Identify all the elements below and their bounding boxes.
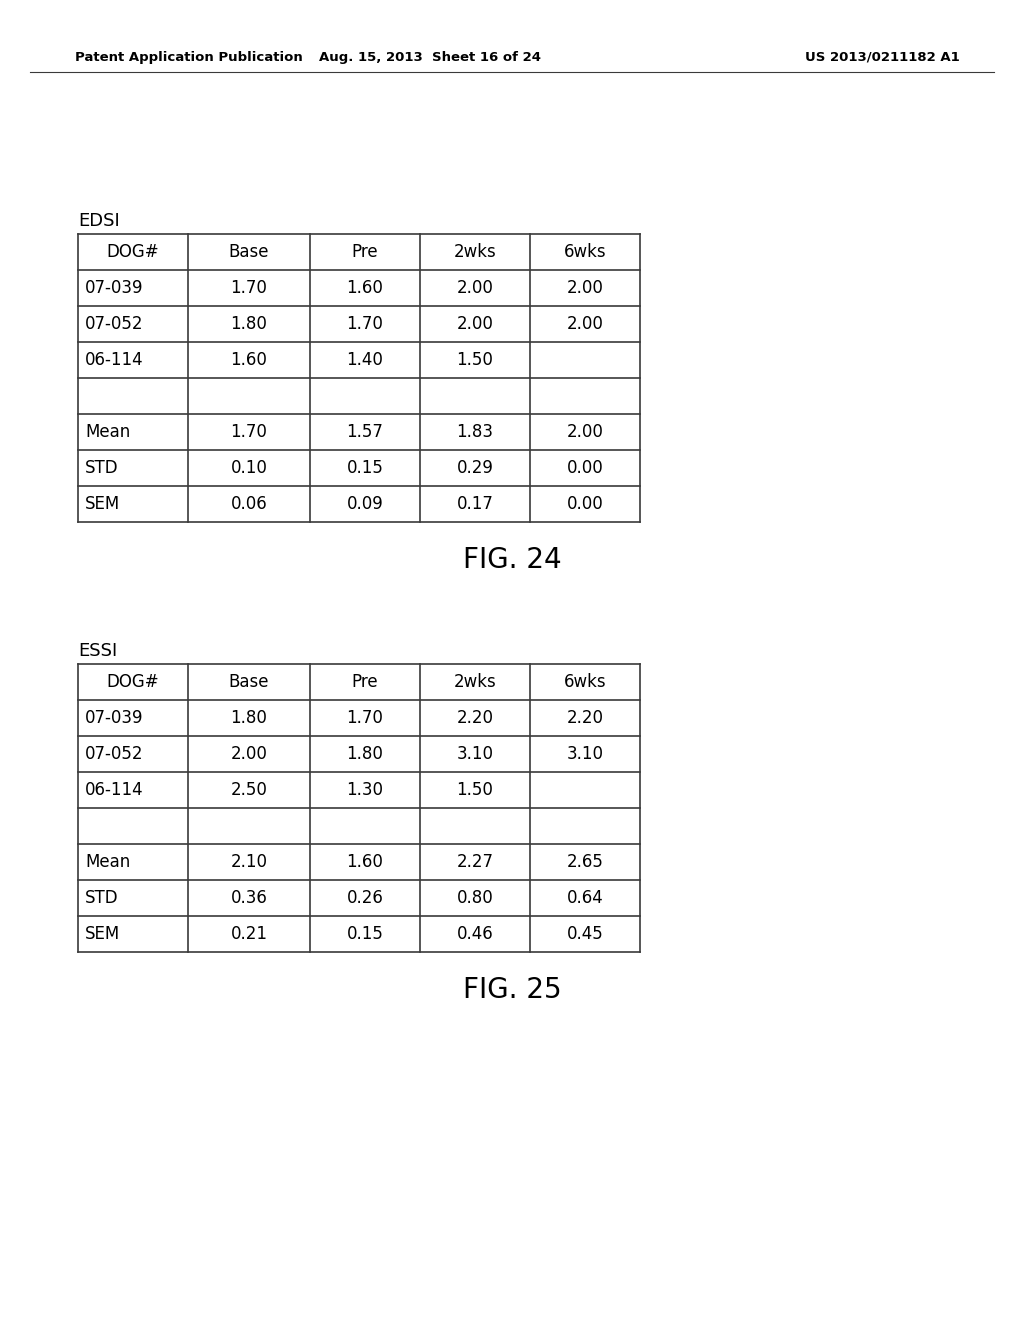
Text: 2wks: 2wks xyxy=(454,673,497,690)
Text: 2.00: 2.00 xyxy=(457,279,494,297)
Text: US 2013/0211182 A1: US 2013/0211182 A1 xyxy=(805,50,961,63)
Text: 1.60: 1.60 xyxy=(346,279,383,297)
Text: FIG. 25: FIG. 25 xyxy=(463,975,561,1005)
Text: 2.00: 2.00 xyxy=(566,422,603,441)
Text: 06-114: 06-114 xyxy=(85,351,143,370)
Text: DOG#: DOG# xyxy=(106,673,160,690)
Text: 0.29: 0.29 xyxy=(457,459,494,477)
Text: 0.15: 0.15 xyxy=(346,925,383,942)
Text: Base: Base xyxy=(228,673,269,690)
Text: 0.17: 0.17 xyxy=(457,495,494,513)
Text: 2.00: 2.00 xyxy=(230,744,267,763)
Text: 2wks: 2wks xyxy=(454,243,497,261)
Text: 1.57: 1.57 xyxy=(346,422,383,441)
Text: 1.70: 1.70 xyxy=(346,709,383,727)
Text: Mean: Mean xyxy=(85,853,130,871)
Text: 2.65: 2.65 xyxy=(566,853,603,871)
Text: 0.36: 0.36 xyxy=(230,888,267,907)
Text: EDSI: EDSI xyxy=(78,213,120,230)
Text: 07-052: 07-052 xyxy=(85,315,143,333)
Text: 2.20: 2.20 xyxy=(566,709,603,727)
Text: 0.21: 0.21 xyxy=(230,925,267,942)
Text: Aug. 15, 2013  Sheet 16 of 24: Aug. 15, 2013 Sheet 16 of 24 xyxy=(319,50,541,63)
Text: DOG#: DOG# xyxy=(106,243,160,261)
Text: 3.10: 3.10 xyxy=(457,744,494,763)
Text: 1.70: 1.70 xyxy=(230,422,267,441)
Text: 1.60: 1.60 xyxy=(346,853,383,871)
Text: 0.26: 0.26 xyxy=(346,888,383,907)
Text: 0.15: 0.15 xyxy=(346,459,383,477)
Text: Pre: Pre xyxy=(351,673,378,690)
Text: ESSI: ESSI xyxy=(78,642,118,660)
Text: STD: STD xyxy=(85,888,119,907)
Text: 1.60: 1.60 xyxy=(230,351,267,370)
Text: 06-114: 06-114 xyxy=(85,781,143,799)
Text: 6wks: 6wks xyxy=(563,243,606,261)
Text: Mean: Mean xyxy=(85,422,130,441)
Text: 2.27: 2.27 xyxy=(457,853,494,871)
Text: 1.40: 1.40 xyxy=(346,351,383,370)
Text: 0.00: 0.00 xyxy=(566,459,603,477)
Text: FIG. 24: FIG. 24 xyxy=(463,546,561,574)
Text: SEM: SEM xyxy=(85,495,120,513)
Text: 3.10: 3.10 xyxy=(566,744,603,763)
Text: 1.83: 1.83 xyxy=(457,422,494,441)
Text: 0.45: 0.45 xyxy=(566,925,603,942)
Text: 2.50: 2.50 xyxy=(230,781,267,799)
Text: 2.20: 2.20 xyxy=(457,709,494,727)
Text: 1.50: 1.50 xyxy=(457,351,494,370)
Text: 2.00: 2.00 xyxy=(566,279,603,297)
Text: 0.80: 0.80 xyxy=(457,888,494,907)
Text: 1.70: 1.70 xyxy=(230,279,267,297)
Text: 0.00: 0.00 xyxy=(566,495,603,513)
Text: Patent Application Publication: Patent Application Publication xyxy=(75,50,303,63)
Text: 1.70: 1.70 xyxy=(346,315,383,333)
Text: 0.06: 0.06 xyxy=(230,495,267,513)
Text: 1.30: 1.30 xyxy=(346,781,384,799)
Text: 0.10: 0.10 xyxy=(230,459,267,477)
Text: 1.50: 1.50 xyxy=(457,781,494,799)
Text: 2.00: 2.00 xyxy=(457,315,494,333)
Text: SEM: SEM xyxy=(85,925,120,942)
Text: STD: STD xyxy=(85,459,119,477)
Text: 07-039: 07-039 xyxy=(85,709,143,727)
Text: 1.80: 1.80 xyxy=(230,709,267,727)
Text: Base: Base xyxy=(228,243,269,261)
Text: Pre: Pre xyxy=(351,243,378,261)
Text: 0.46: 0.46 xyxy=(457,925,494,942)
Text: 2.10: 2.10 xyxy=(230,853,267,871)
Text: 2.00: 2.00 xyxy=(566,315,603,333)
Text: 0.09: 0.09 xyxy=(347,495,383,513)
Text: 0.64: 0.64 xyxy=(566,888,603,907)
Text: 1.80: 1.80 xyxy=(346,744,383,763)
Text: 07-039: 07-039 xyxy=(85,279,143,297)
Text: 1.80: 1.80 xyxy=(230,315,267,333)
Text: 6wks: 6wks xyxy=(563,673,606,690)
Text: 07-052: 07-052 xyxy=(85,744,143,763)
